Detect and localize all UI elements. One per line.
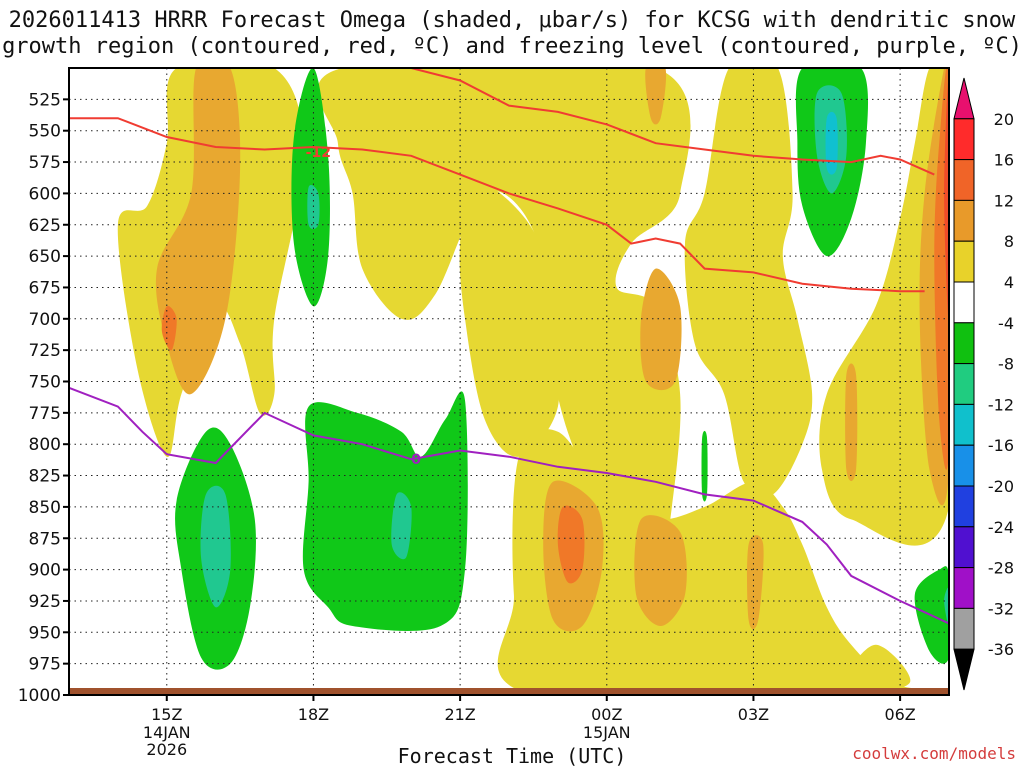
y-tick-label-625: 625	[29, 216, 61, 236]
colorbar-bin-5	[953, 281, 975, 324]
colorbar-label-5: -4	[998, 314, 1014, 333]
grid-lines	[69, 68, 949, 695]
chart-title-line2: growth region (contoured, red, ºC) and f…	[2, 34, 1022, 59]
omega-region-4-6	[684, 68, 813, 498]
colorbar-bin-1	[953, 118, 975, 161]
x-tick-label-06Z: 06Z	[884, 705, 915, 724]
omega-region-8-7	[640, 268, 682, 391]
colorbar-label-7: -12	[988, 395, 1014, 414]
colorbar-label-1: 16	[994, 151, 1014, 170]
colorbar-bin-6	[953, 322, 975, 365]
colorbar-bin-9	[953, 444, 975, 487]
omega-region-4-3	[317, 68, 691, 595]
y-tick-label-600: 600	[29, 184, 61, 204]
y-tick-label-525: 525	[29, 90, 61, 110]
omega-region--4-23	[302, 391, 468, 631]
x-date-label-15Z: 14JAN	[143, 723, 191, 742]
omega-region--8-20	[307, 184, 320, 230]
y-tick-label-950: 950	[29, 623, 61, 643]
x-tick-label-03Z: 03Z	[738, 705, 769, 724]
colorbar-label-3: 8	[1004, 232, 1014, 251]
omega-shading	[117, 68, 949, 695]
x-axis-label: Forecast Time (UTC)	[397, 744, 627, 768]
omega-region--4-29	[914, 566, 949, 664]
ground-surface	[69, 688, 949, 695]
y-tick-label-575: 575	[29, 153, 61, 173]
omega-region--12-27	[825, 111, 838, 175]
omega-region-8-11	[634, 515, 687, 626]
x-tick-label-15Z: 15Z	[151, 705, 182, 724]
colorbar-label-12: -32	[988, 599, 1014, 618]
colorbar-bin-7	[953, 363, 975, 405]
colorbar-label-0: 20	[994, 110, 1014, 129]
omega-region-12-2	[161, 305, 177, 351]
y-tick-label-700: 700	[29, 310, 61, 330]
omega-region-8-1	[155, 68, 241, 395]
colorbar-bin-12	[953, 567, 975, 609]
y-tick-label-650: 650	[29, 247, 61, 267]
x-tick-label-21Z: 21Z	[444, 705, 475, 724]
colorbar-bin-11	[953, 526, 975, 569]
chart-title-line1: 2026011413 HRRR Forecast Omega (shaded, …	[8, 8, 1016, 33]
dendritic-contour-upper	[69, 117, 925, 293]
freezing-contour-label: 0	[411, 452, 421, 468]
y-tick-label-675: 675	[29, 278, 61, 298]
y-tick-label-925: 925	[29, 592, 61, 612]
colorbar-bin-2	[953, 159, 975, 201]
y-tick-label-1000: 1000	[18, 686, 61, 706]
x-tick-label-00Z: 00Z	[591, 705, 622, 724]
y-tick-label-850: 850	[29, 498, 61, 518]
colorbar-bin-8	[953, 403, 975, 446]
colorbar-label-4: 4	[1004, 273, 1014, 292]
y-tick-label-825: 825	[29, 467, 61, 487]
omega-region--8-22	[200, 485, 231, 608]
x-date-label-00Z: 15JAN	[583, 723, 631, 742]
omega-region-8-17	[845, 363, 858, 482]
colorbar: 20 16 12 8 4 -4 -8 -12 -16 -20 -24 -28 -32 -36	[953, 77, 1014, 691]
colorbar-label-10: -24	[988, 518, 1014, 537]
y-tick-label-975: 975	[29, 655, 61, 675]
colorbar-label-13: -36	[988, 640, 1014, 659]
x-year-label-15Z: 2026	[146, 740, 187, 759]
y-axis: 525 550 575 600 625 650 675 700 725 750 775 800 825 8…	[18, 90, 69, 706]
omega-region--8-24	[391, 492, 412, 560]
y-tick-label-725: 725	[29, 341, 61, 361]
omega-region-12-10	[557, 505, 585, 584]
colorbar-label-9: -20	[988, 477, 1014, 496]
y-tick-label-875: 875	[29, 529, 61, 549]
colorbar-label-11: -28	[988, 559, 1014, 578]
colorbar-bin-10	[953, 485, 975, 528]
contour-lines: -12 0	[69, 68, 949, 625]
dendritic-contour-lower	[342, 68, 935, 176]
colorbar-label-8: -16	[988, 436, 1014, 455]
omega-region-16-16	[944, 77, 949, 322]
omega-region-4-18	[839, 644, 911, 695]
omega-region-4-8	[497, 429, 946, 695]
colorbar-label-6: -8	[998, 355, 1014, 374]
x-tick-label-18Z: 18Z	[298, 705, 329, 724]
dendritic-contour-label: -12	[306, 145, 331, 161]
freezing-contour	[69, 386, 949, 625]
colorbar-cap-bottom	[953, 648, 975, 691]
colorbar-cap-top	[953, 77, 975, 120]
y-tick-label-775: 775	[29, 404, 61, 424]
y-tick-label-750: 750	[29, 373, 61, 393]
y-tick-label-900: 900	[29, 561, 61, 581]
colorbar-label-2: 12	[994, 191, 1014, 210]
colorbar-bin-13	[953, 607, 975, 650]
omega-region--4-28	[701, 430, 708, 502]
y-tick-label-800: 800	[29, 435, 61, 455]
colorbar-bin-4	[953, 240, 975, 283]
y-tick-label-550: 550	[29, 122, 61, 142]
omega-region-8-12	[747, 535, 764, 630]
colorbar-bin-3	[953, 199, 975, 242]
omega-region-8-5	[645, 68, 667, 125]
omega-region--8-30	[944, 587, 949, 627]
credit-link[interactable]: coolwx.com/models	[852, 744, 1016, 763]
